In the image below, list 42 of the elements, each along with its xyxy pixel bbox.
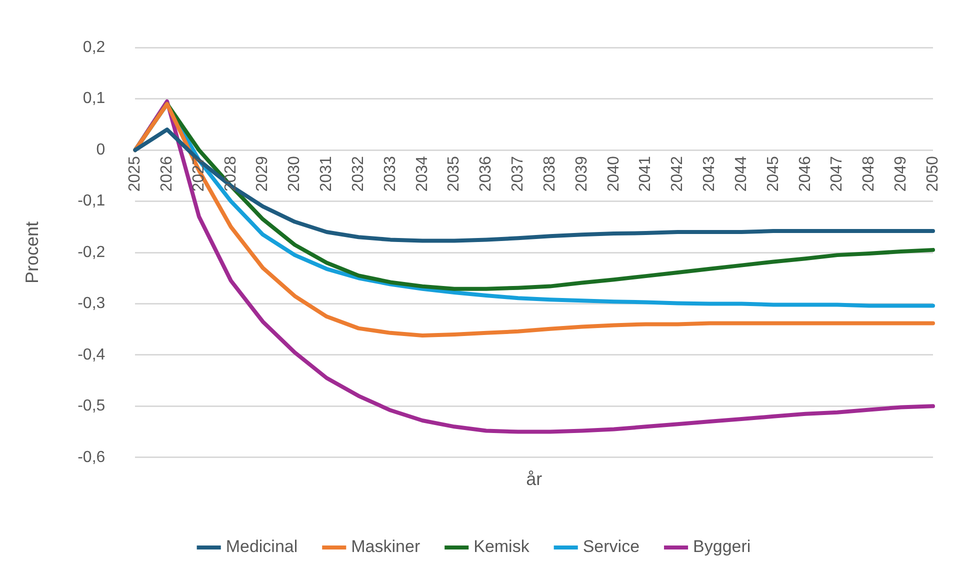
y-tick-label: 0,2 [82,39,106,56]
legend-label: Byggeri [693,537,751,556]
x-tick-label: 2030 [286,156,304,192]
legend-label: Medicinal [226,537,298,556]
y-tick-label: -0,1 [78,192,106,210]
x-tick-label: 2044 [732,156,750,192]
x-tick-label: 2037 [510,156,527,192]
x-tick-label: 2040 [605,156,622,192]
x-tick-label: 2046 [796,156,814,192]
y-tick-label: -0,6 [78,448,106,466]
x-tick-label: 2039 [573,156,590,192]
legend-label: Kemisk [474,537,530,556]
x-tick-label: 2049 [892,156,910,192]
x-tick-label: 2028 [222,156,240,192]
y-tick-label: 0 [96,141,106,158]
y-tick-label: -0,3 [78,295,106,312]
y-tick-label: -0,5 [78,398,106,415]
x-tick-label: 2034 [414,156,431,192]
y-axis-title: Procent [22,221,42,284]
x-tick-label: 2026 [158,156,176,192]
x-tick-label: 2047 [828,156,846,192]
x-axis-title: år [526,469,542,490]
x-tick-label: 2032 [350,156,367,192]
x-tick-label: 2048 [860,156,878,192]
x-tick-label: 2027 [190,156,208,192]
x-tick-label: 2045 [764,156,782,192]
x-tick-label: 2025 [126,156,144,192]
x-tick-label: 2036 [478,156,495,192]
x-tick-label: 2042 [669,156,686,192]
x-tick-label: 2038 [541,156,558,192]
legend-label: Service [582,537,640,556]
x-tick-label: 2031 [318,156,336,192]
y-tick-label: -0,2 [78,244,106,261]
x-tick-label: 2033 [382,156,399,192]
y-tick-label: -0,4 [78,346,106,364]
legend-label: Maskiner [351,537,420,556]
x-tick-label: 2041 [637,156,654,192]
x-tick-label: 2029 [254,156,272,192]
x-tick-label: 2043 [701,156,718,192]
x-tick-label: 2035 [446,156,463,192]
x-tick-label: 2050 [924,156,942,192]
y-tick-label: 0,1 [82,90,106,108]
